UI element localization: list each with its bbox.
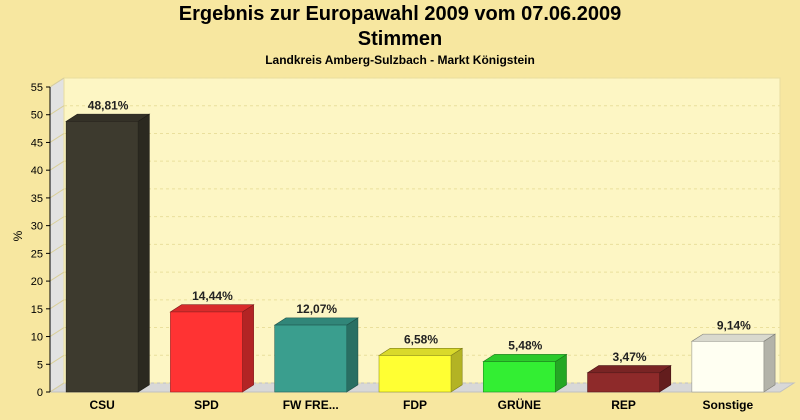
- value-label: 5,48%: [508, 339, 542, 353]
- bar: [65, 113, 151, 393]
- y-tick-label: 35: [31, 193, 43, 205]
- value-label: 3,47%: [613, 350, 647, 364]
- gridline-diag: [49, 216, 65, 227]
- y-tick-label: 15: [31, 304, 43, 316]
- category-label: Sonstige: [703, 398, 754, 412]
- gridline-diag: [49, 327, 65, 337]
- bar-front: [691, 341, 765, 393]
- bar: [690, 333, 777, 393]
- bar-front: [378, 355, 452, 393]
- y-tick-label: 30: [31, 221, 43, 233]
- y-axis-label: %: [11, 230, 25, 241]
- chart-title: Ergebnis zur Europawahl 2009 vom 07.06.2…: [178, 3, 622, 25]
- bar-front: [482, 361, 556, 393]
- gridline-diag: [49, 271, 65, 282]
- y-tick-label: 50: [31, 110, 43, 122]
- bar-side: [763, 333, 776, 393]
- bar-top: [377, 348, 464, 356]
- gridline-diag: [49, 133, 65, 143]
- bar: [169, 304, 255, 393]
- category-label: REP: [611, 398, 636, 412]
- category-label: CSU: [89, 398, 114, 412]
- left-wall: [49, 77, 65, 393]
- gridline-diag: [49, 354, 65, 365]
- value-label: 14,44%: [192, 289, 233, 303]
- gridline-diag: [49, 105, 65, 116]
- chart-subtitle: Stimmen: [357, 28, 443, 50]
- y-tick-label: 55: [31, 82, 43, 94]
- bar-top: [690, 333, 777, 342]
- y-tick-label: 45: [31, 137, 43, 149]
- y-tick-label: 40: [31, 165, 43, 177]
- y-tick-label: 20: [31, 276, 43, 288]
- gridline-diag: [49, 77, 65, 88]
- bar-front: [65, 121, 139, 393]
- bar-front: [170, 311, 243, 393]
- value-label: 9,14%: [717, 318, 751, 332]
- gridline-diag: [49, 160, 65, 171]
- gridline-diag: [49, 299, 65, 310]
- y-tick-label: 10: [31, 332, 43, 344]
- value-label: 6,58%: [404, 333, 438, 347]
- chart-caption: Landkreis Amberg-Sulzbach - Markt Königs…: [265, 53, 535, 67]
- bar-top: [65, 113, 151, 122]
- bar-front: [587, 372, 660, 393]
- y-tick-label: 0: [37, 387, 43, 399]
- gridline-diag: [49, 243, 65, 254]
- bar-top: [586, 365, 672, 374]
- y-tick-label: 25: [31, 248, 43, 260]
- bar-top: [169, 304, 255, 313]
- category-label: GRÜNE: [498, 397, 541, 412]
- bar-side: [450, 347, 463, 393]
- bar: [482, 353, 568, 393]
- bar: [377, 347, 464, 393]
- bar-side: [346, 317, 359, 393]
- category-label: FW FRE...: [283, 398, 339, 412]
- y-axis: 0 5 10 15 20 25 30 35 40 45 50 55: [31, 82, 51, 399]
- bars: [65, 113, 777, 393]
- gridline-diag: [49, 382, 65, 393]
- category-label: SPD: [194, 398, 219, 412]
- bar-top: [482, 354, 568, 362]
- category-label: FDP: [403, 398, 427, 412]
- bar-side: [137, 113, 150, 393]
- bar: [586, 365, 672, 393]
- category-labels: CSU SPD FW FRE... FDP GRÜNE REP Sonstige: [89, 397, 753, 412]
- bar: [273, 317, 359, 393]
- bar-side: [242, 304, 254, 393]
- bar-front: [274, 324, 348, 393]
- bar-top: [273, 317, 359, 326]
- y-tick-label: 5: [37, 359, 43, 371]
- value-label: 12,07%: [296, 302, 337, 316]
- value-label: 48,81%: [88, 98, 129, 112]
- gridline-diag: [49, 188, 65, 199]
- value-labels: 48,81% 14,44% 12,07% 6,58% 5,48% 3,47% 9,14%: [88, 98, 751, 363]
